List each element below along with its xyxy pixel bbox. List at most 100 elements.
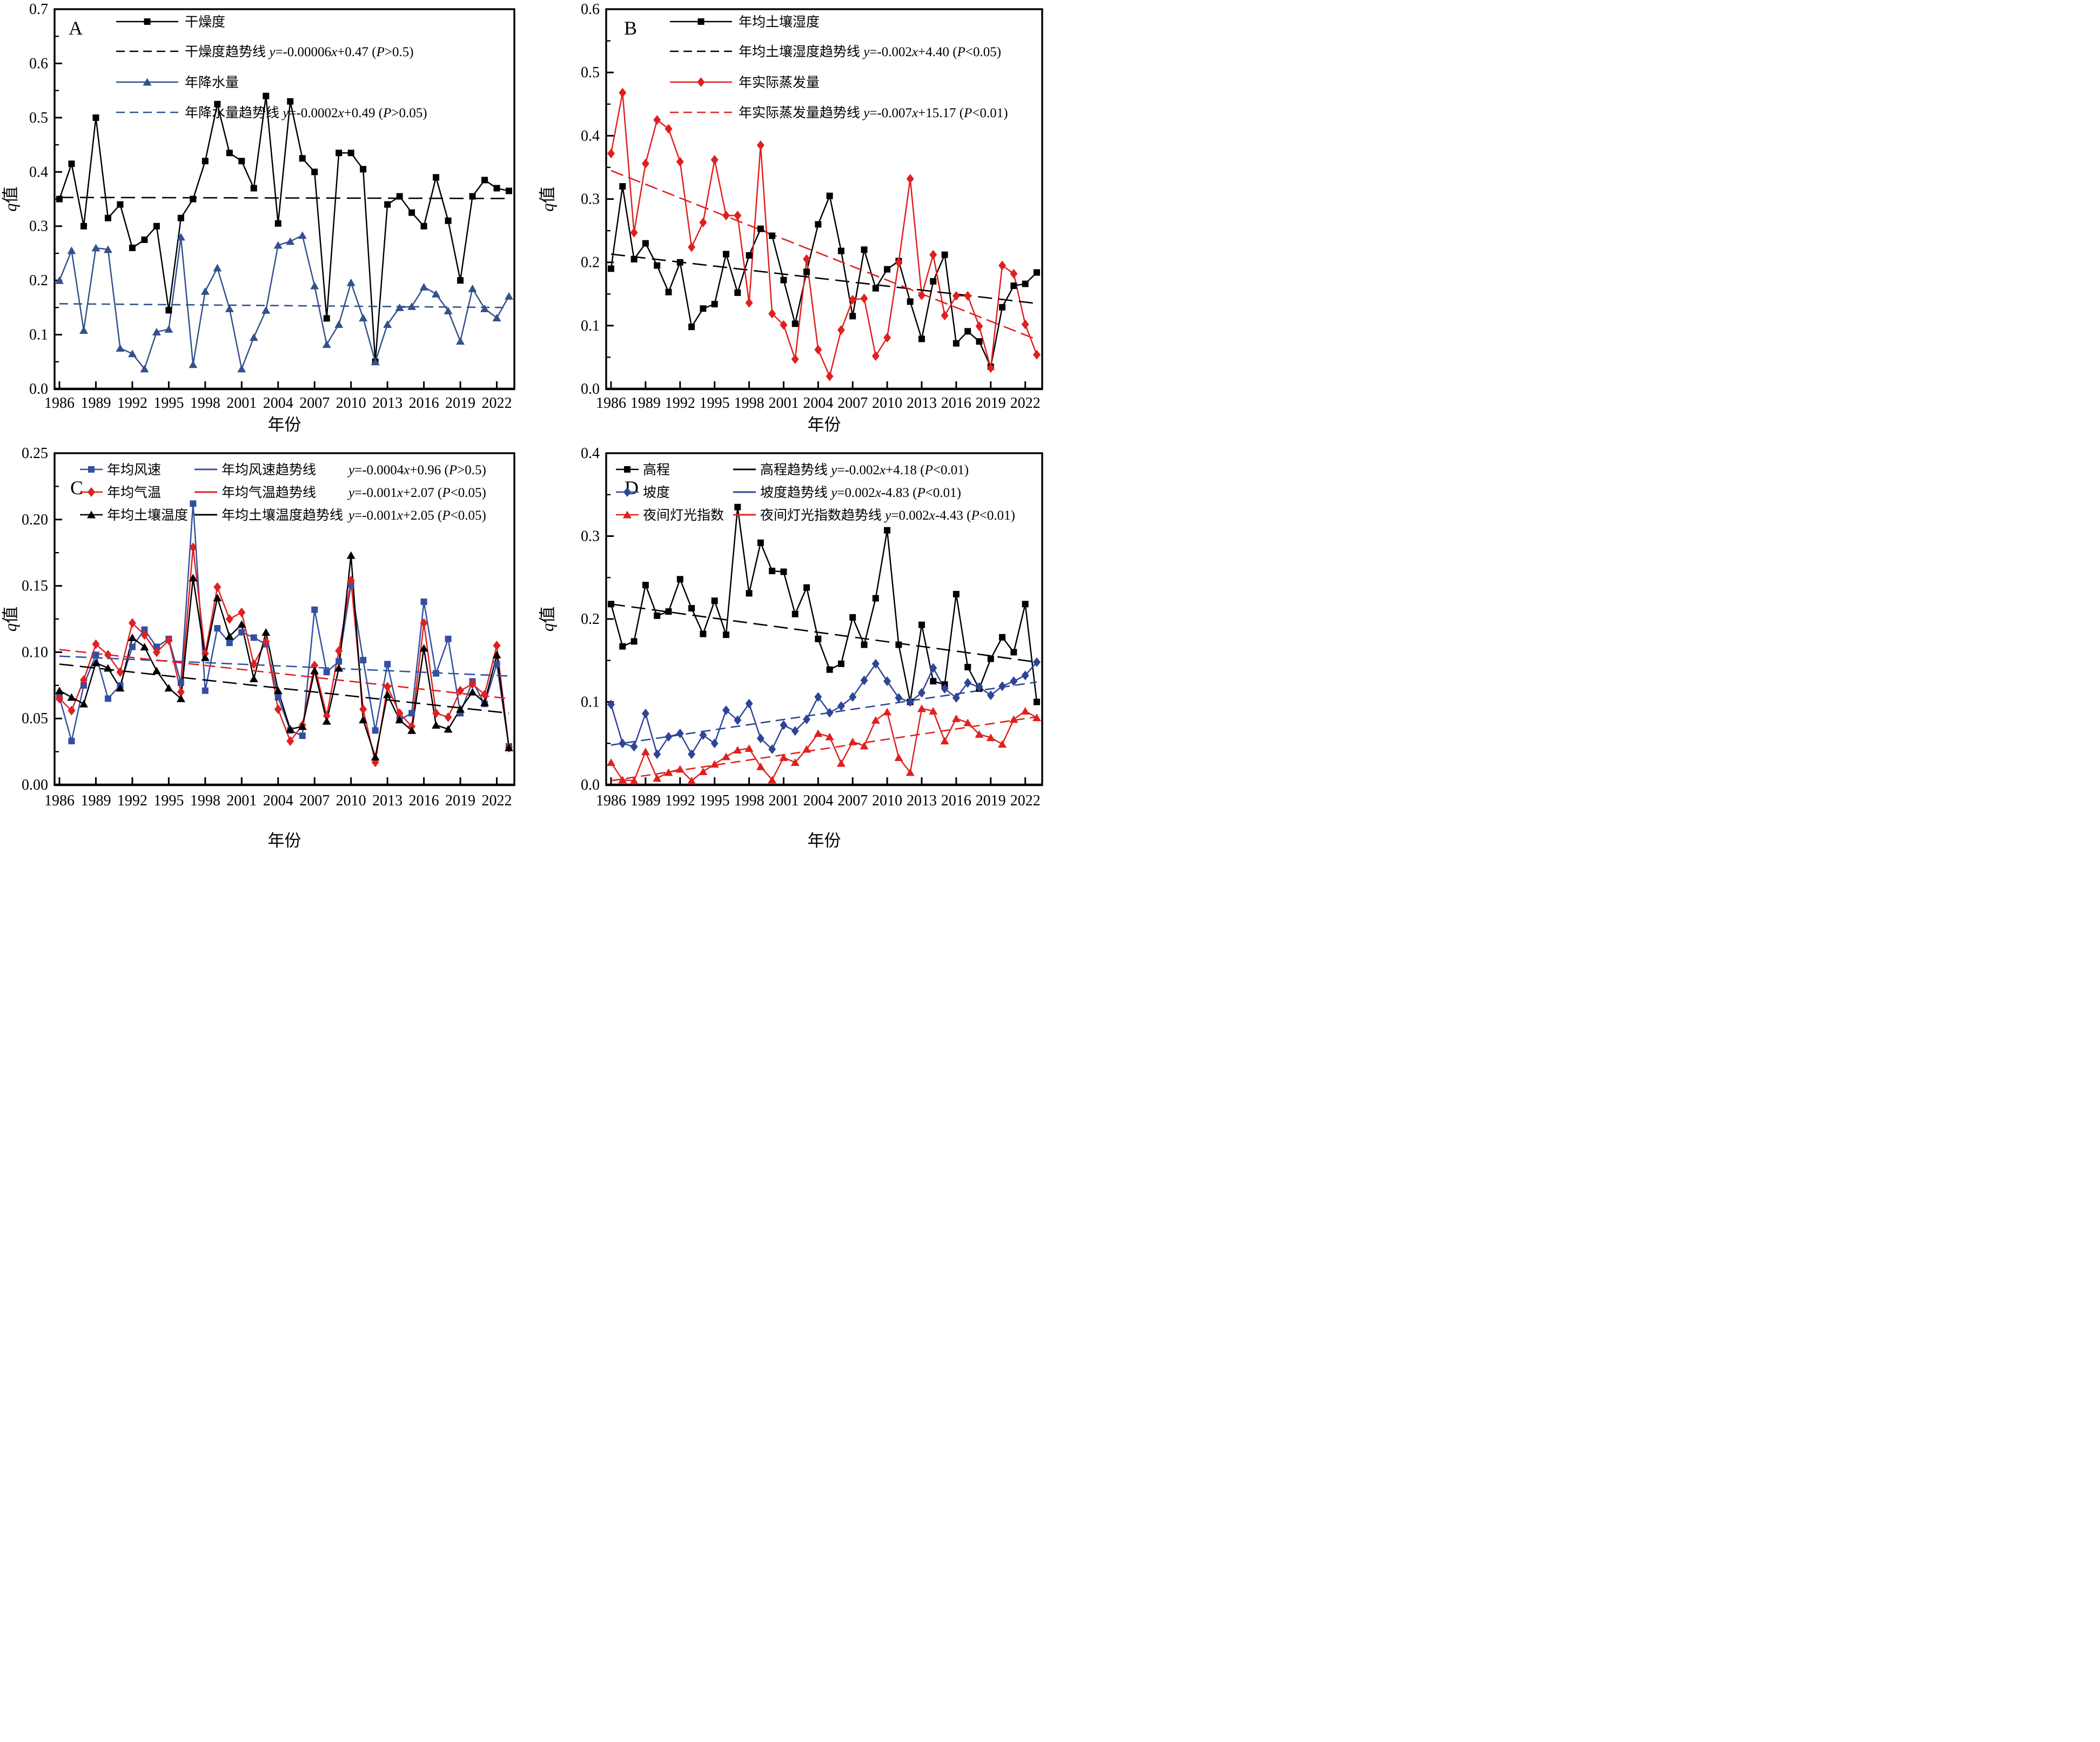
y-tick-label: 0.0 — [581, 381, 600, 398]
air-temperature-legend-marker — [88, 487, 95, 497]
y-tick-label: 0.1 — [29, 327, 48, 344]
panel-c: 0.00 0.05 0.10 0.15 0.20 0.25 1986 1989 1992 1995… — [0, 436, 525, 872]
night-light-marker — [1009, 715, 1018, 723]
wind-speed-marker — [299, 732, 306, 739]
x-tick-label: 1995 — [153, 792, 184, 809]
slope-marker — [964, 678, 972, 688]
slope-marker — [665, 731, 673, 742]
dryness-marker — [287, 98, 294, 105]
soil-moisture-marker — [872, 285, 879, 292]
dryness-marker — [214, 100, 221, 107]
elevation-marker — [1034, 698, 1040, 705]
x-tick-label: 2013 — [372, 395, 402, 412]
air-temperature-marker — [140, 630, 149, 640]
air-temperature-marker — [152, 647, 160, 657]
soil-temperature-marker — [407, 726, 417, 734]
precipitation-marker — [55, 276, 64, 284]
dryness-marker — [68, 160, 75, 167]
evaporation-marker — [665, 124, 673, 134]
slope-marker — [676, 728, 684, 738]
evaporation-marker — [653, 115, 661, 125]
evaporation-marker — [699, 217, 707, 227]
elevation-marker — [711, 597, 718, 604]
slope-marker — [826, 708, 834, 718]
y-tick-label: 0.3 — [581, 191, 600, 208]
dryness-marker — [347, 150, 354, 157]
legend-label-air-temperature: 年均气温 — [107, 485, 161, 500]
evaporation-marker — [929, 250, 937, 260]
night-light-marker — [951, 714, 961, 722]
dryness-legend-marker — [144, 18, 151, 25]
elevation-marker — [1022, 601, 1029, 608]
wind-speed-marker — [250, 634, 257, 641]
slope-marker — [918, 688, 926, 698]
elevation-marker — [746, 590, 753, 597]
x-tick-label: 2019 — [976, 792, 1006, 809]
elevation-marker — [872, 595, 879, 602]
y-axis-title: q值 — [538, 186, 557, 212]
series-markers-evaporation — [607, 88, 1041, 381]
slope-marker — [1010, 676, 1018, 687]
evaporation-marker — [641, 158, 649, 169]
air-temperature-marker — [481, 689, 489, 700]
slope-marker — [941, 683, 949, 694]
dryness-marker — [226, 150, 233, 157]
soil-temperature-marker — [346, 551, 355, 559]
slope-marker — [952, 692, 960, 703]
soil-temperature-marker — [334, 664, 344, 672]
soil-temperature-marker — [116, 684, 125, 692]
slope-marker — [814, 692, 822, 702]
x-tick-label: 1986 — [596, 395, 626, 412]
legend-label-dryness-trend: 干燥度趋势线 y=-0.00006x+0.47 (P>0.5) — [185, 44, 414, 59]
night-light-marker — [871, 716, 880, 724]
soil-moisture-marker — [1010, 283, 1017, 290]
soil-temperature-marker — [200, 653, 210, 661]
dryness-marker — [202, 158, 209, 165]
night-light-marker — [768, 776, 777, 784]
panel-a: 0.0 0.1 0.2 0.3 0.4 0.5 0.6 0.7 1986 1989 1992 1995… — [0, 0, 525, 436]
evaporation-marker — [814, 345, 822, 355]
legend-label-elevation-trend: 高程趋势线 y=-0.002x+4.18 (P<0.01) — [760, 462, 969, 477]
soil-temperature-marker — [225, 632, 234, 640]
soil-temperature-marker — [395, 716, 404, 724]
x-axis-title: 年份 — [808, 831, 841, 850]
elevation-marker — [987, 655, 994, 662]
dryness-marker — [420, 223, 427, 230]
slope-marker — [699, 730, 707, 740]
air-temperature-marker — [347, 575, 355, 586]
x-tick-label: 1989 — [630, 395, 661, 412]
wind-speed-marker — [141, 626, 148, 633]
series-line-elevation — [610, 507, 1038, 702]
precipitation-marker — [128, 349, 137, 358]
precipitation-marker — [456, 337, 465, 345]
series-markers-elevation — [608, 503, 1040, 705]
night-light-marker — [825, 732, 834, 741]
y-tick-label: 0.2 — [581, 254, 600, 271]
evaporation-marker — [619, 88, 627, 98]
dryness-marker — [445, 217, 452, 224]
legend-label-slope: 坡度 — [643, 485, 670, 500]
soil-temperature-marker — [176, 694, 185, 702]
soil-temperature-marker — [371, 752, 380, 761]
evaporation-marker — [688, 242, 696, 252]
soil-moisture-marker — [769, 232, 776, 239]
soil-moisture-marker — [642, 240, 649, 247]
air-temperature-marker — [250, 659, 258, 669]
soil-moisture-marker — [711, 300, 718, 307]
elevation-marker — [700, 630, 707, 637]
trend-line-evaporation-trend — [610, 170, 1037, 340]
x-tick-label: 1998 — [734, 792, 764, 809]
x-axis: 1986 1989 1992 1995 1998 2001 2004 2007 2010 2013… — [596, 777, 1041, 809]
slope-marker — [722, 705, 730, 715]
trend-line-night-light-trend — [610, 716, 1037, 782]
air-temperature-marker — [177, 687, 185, 697]
precipitation-marker — [322, 340, 331, 348]
x-tick-label: 2001 — [226, 792, 257, 809]
soil-temperature-marker — [91, 658, 100, 667]
x-tick-label: 2019 — [445, 792, 475, 809]
legend-label-precipitation-trend: 年降水量趋势线 y=-0.0002x+0.49 (P>0.05) — [185, 105, 427, 120]
evaporation-marker — [826, 371, 834, 381]
wind-speed-marker — [384, 661, 391, 668]
evaporation-marker — [722, 210, 730, 220]
